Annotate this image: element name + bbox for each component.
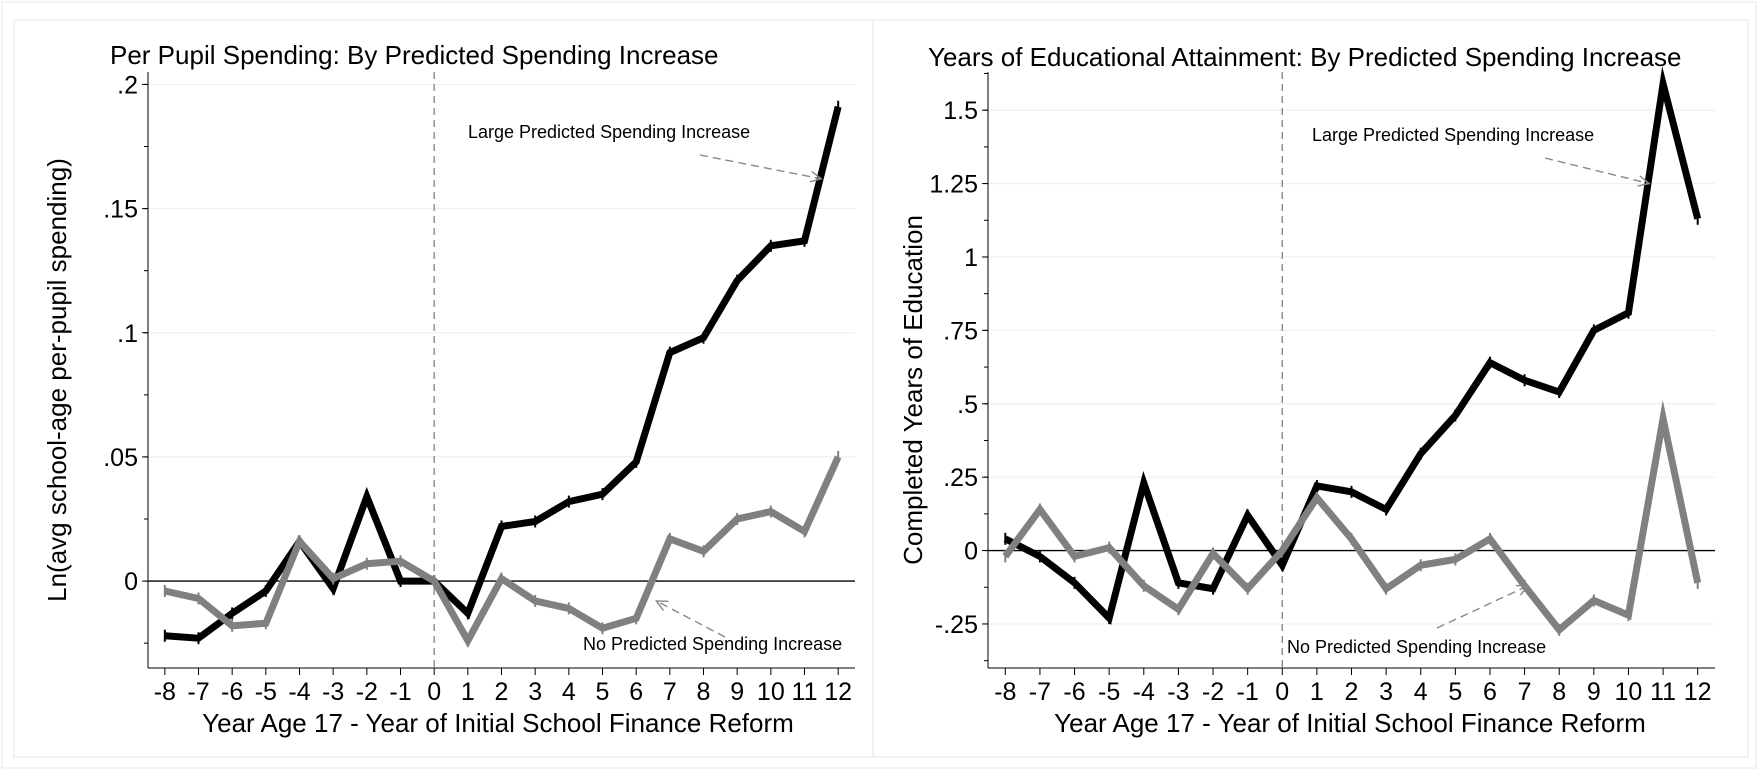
annotation-arrowhead	[654, 600, 669, 612]
y-tick-label: .2	[117, 71, 138, 99]
panel-frame	[872, 19, 1749, 758]
x-tick-label: -7	[1029, 678, 1051, 706]
y-tick-label: 0	[964, 538, 978, 566]
series-line-large-increase	[164, 105, 842, 642]
x-tick-label: 2	[495, 678, 509, 706]
x-tick-label: -8	[994, 678, 1016, 706]
annotation-arrow	[656, 600, 726, 638]
annotation-large-increase: Large Predicted Spending Increase	[1312, 125, 1594, 145]
x-tick-label: -3	[322, 678, 344, 706]
x-tick-label: 5	[1448, 678, 1462, 706]
y-tick-label: .25	[943, 464, 978, 492]
x-tick-label: -2	[356, 678, 378, 706]
chart-title: Per Pupil Spending: By Predicted Spendin…	[110, 40, 719, 70]
x-tick-label: 7	[1518, 678, 1532, 706]
annotation-no-increase: No Predicted Spending Increase	[583, 634, 842, 654]
x-tick-label: 4	[562, 678, 576, 706]
x-tick-label: -2	[1202, 678, 1224, 706]
x-tick-label: 9	[1587, 678, 1601, 706]
x-tick-label: -6	[1063, 678, 1085, 706]
y-tick-label: 1.5	[943, 97, 978, 125]
annotation-no-increase: No Predicted Spending Increase	[1287, 637, 1546, 657]
panel-per-pupil-spending: Per Pupil Spending: By Predicted Spendin…	[13, 19, 874, 758]
x-tick-label: 11	[1650, 678, 1676, 706]
x-tick-label: 12	[1684, 678, 1712, 706]
x-tick-label: 6	[629, 678, 643, 706]
x-tick-label: 8	[1552, 678, 1566, 706]
x-tick-label: 8	[697, 678, 711, 706]
x-tick-label: 1	[461, 678, 475, 706]
y-tick-label: 1	[964, 244, 978, 272]
x-tick-label: 2	[1345, 678, 1359, 706]
annotation-arrowhead	[809, 171, 823, 183]
x-tick-label: -4	[288, 678, 310, 706]
x-tick-label: 3	[1379, 678, 1393, 706]
x-tick-label: -5	[1098, 678, 1120, 706]
plot-area: 0.05.1.15.2-8 -7 -6 -5 -4 -3 -2 -1 0 1 2 3 4 5 6 7 8 9 10 1…	[103, 71, 855, 706]
y-tick-label: -.25	[935, 611, 978, 639]
annotation-large-increase: Large Predicted Spending Increase	[468, 122, 750, 142]
x-tick-label: 10	[757, 678, 785, 706]
x-tick-label: 0	[427, 678, 441, 706]
x-tick-label: 1	[1310, 678, 1324, 706]
y-axis-label: Completed Years of Education	[898, 215, 928, 565]
annotation-arrow	[1436, 585, 1529, 629]
y-tick-label: .75	[943, 317, 978, 345]
series-line-no-increase	[164, 455, 842, 648]
y-tick-label: .1	[117, 320, 138, 348]
x-tick-label: -7	[187, 678, 209, 706]
x-tick-label: 11	[792, 678, 818, 706]
x-tick-label: 0	[1275, 678, 1289, 706]
x-tick-label: -1	[1237, 678, 1259, 706]
x-tick-label: 4	[1414, 678, 1428, 706]
y-axis-label: Ln(avg school-age per-pupil spending)	[42, 158, 72, 602]
x-tick-label: 7	[663, 678, 677, 706]
x-tick-label: -4	[1133, 678, 1155, 706]
y-tick-label: 1.25	[929, 171, 978, 199]
panel-educational-attainment: Years of Educational Attainment: By Pred…	[872, 19, 1749, 758]
x-tick-label: 5	[596, 678, 610, 706]
x-tick-label: 10	[1615, 678, 1643, 706]
annotation-arrow	[699, 154, 822, 180]
x-tick-label: -1	[389, 678, 411, 706]
y-tick-label: .5	[957, 391, 978, 419]
x-tick-label: -6	[221, 678, 243, 706]
x-tick-label: -5	[255, 678, 277, 706]
annotation-arrowhead	[1637, 175, 1651, 187]
y-tick-label: 0	[124, 568, 138, 596]
x-tick-label: 3	[528, 678, 542, 706]
x-tick-label: 9	[730, 678, 744, 706]
annotation-arrowhead	[1516, 584, 1530, 596]
x-tick-label: -3	[1167, 678, 1189, 706]
y-tick-label: .05	[103, 444, 138, 472]
annotation-arrow	[1544, 157, 1650, 185]
x-tick-label: 12	[824, 678, 852, 706]
x-tick-label: -8	[154, 678, 176, 706]
y-tick-label: .15	[103, 196, 138, 224]
x-axis-label: Year Age 17 - Year of Initial School Fin…	[1054, 708, 1646, 738]
x-tick-label: 6	[1483, 678, 1497, 706]
chart-title: Years of Educational Attainment: By Pred…	[928, 42, 1682, 72]
x-axis-label: Year Age 17 - Year of Initial School Fin…	[202, 708, 794, 738]
